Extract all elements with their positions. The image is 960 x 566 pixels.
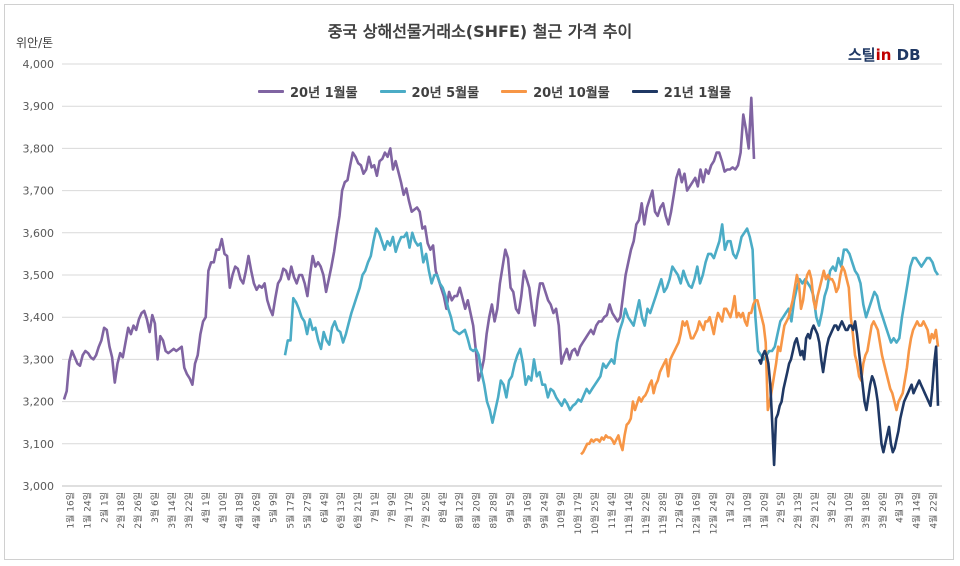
y-tick-label: 3,100 bbox=[23, 438, 55, 451]
y-tick-label: 3,700 bbox=[23, 185, 55, 198]
y-tick-label: 3,500 bbox=[23, 269, 55, 282]
x-tick-label: 2월 26일 bbox=[132, 492, 144, 529]
legend-swatch bbox=[379, 90, 406, 93]
x-tick-label: 2월 5일 bbox=[775, 492, 787, 523]
x-tick-label: 1월 10일 bbox=[741, 492, 753, 529]
x-tick-label: 3월 2일 bbox=[826, 492, 838, 523]
legend-item-jan21: 21년 1월물 bbox=[631, 82, 732, 101]
x-tick-label: 4월 14일 bbox=[911, 492, 923, 529]
x-tick-label: 10월 17일 bbox=[572, 492, 584, 534]
y-tick-label: 3,200 bbox=[23, 396, 55, 409]
x-tick-label: 8월 28일 bbox=[488, 492, 500, 529]
legend-label: 20년 5월물 bbox=[411, 86, 480, 101]
x-tick-label: 8월 20일 bbox=[471, 492, 483, 529]
y-tick-label: 3,300 bbox=[23, 353, 55, 366]
x-tick-label: 11월 22일 bbox=[640, 492, 652, 534]
x-tick-label: 7월 9일 bbox=[386, 492, 398, 523]
x-tick-label: 7월 25일 bbox=[420, 492, 432, 529]
x-tick-label: 2월 18일 bbox=[115, 492, 127, 529]
x-tick-label: 9월 24일 bbox=[538, 492, 550, 529]
x-tick-label: 1월 2일 bbox=[724, 492, 736, 523]
x-tick-label: 1월 16일 bbox=[64, 492, 76, 529]
x-tick-label: 4월 22일 bbox=[928, 492, 940, 529]
x-tick-label: 5월 17일 bbox=[284, 492, 296, 529]
x-tick-label: 11월 4일 bbox=[606, 492, 618, 529]
x-tick-label: 3월 14일 bbox=[166, 492, 178, 529]
y-axis-ticks: 3,000 3,100 3,200 3,300 3,400 3,500 3,600 3,700… bbox=[23, 58, 55, 493]
series-lines bbox=[62, 96, 940, 467]
legend-item-oct20: 20년 10월물 bbox=[501, 82, 610, 101]
x-tick-label: 3월 10일 bbox=[843, 492, 855, 529]
x-tick-label: 2월 1일 bbox=[98, 492, 110, 523]
chart-title: 중국 상해선물거래소(SHFE) 철근 가격 추이 bbox=[327, 22, 633, 41]
x-tick-label: 7월 17일 bbox=[403, 492, 415, 529]
y-tick-label: 4,000 bbox=[23, 58, 55, 71]
x-tick-label: 8월 4일 bbox=[437, 492, 449, 523]
x-tick-label: 2월 13일 bbox=[792, 492, 804, 529]
brand-logo-part1: 스틸 bbox=[848, 46, 876, 64]
x-tick-label: 6월 4일 bbox=[318, 492, 330, 523]
y-axis-unit-label: 위안/톤 bbox=[16, 36, 54, 50]
legend-label: 21년 1월물 bbox=[663, 86, 732, 101]
x-tick-label: 4월 3일 bbox=[894, 492, 906, 523]
legend-swatch bbox=[258, 90, 284, 93]
series-line-3 bbox=[580, 265, 940, 456]
x-tick-label: 5월 9일 bbox=[268, 492, 280, 523]
x-tick-label: 3월 22일 bbox=[183, 492, 195, 529]
x-tick-label: 3월 18일 bbox=[860, 492, 872, 529]
x-tick-label: 4월 10일 bbox=[217, 492, 229, 529]
brand-logo-part3: DB bbox=[891, 46, 921, 64]
x-tick-label: 9월 5일 bbox=[504, 492, 516, 523]
y-tick-label: 3,000 bbox=[23, 480, 55, 493]
x-tick-label: 1월 20일 bbox=[758, 492, 770, 529]
x-tick-label: 6월 21일 bbox=[352, 492, 364, 529]
x-axis-ticks: 1월 16일 1월 24일 2월 1일 2월 18일 2월 26일 3월 6일 3월 14일… bbox=[64, 492, 939, 534]
x-tick-label: 4월 1일 bbox=[200, 492, 212, 523]
chart-frame bbox=[4, 4, 954, 560]
x-tick-label: 12월 24일 bbox=[708, 492, 720, 534]
x-tick-label: 3월 26일 bbox=[877, 492, 889, 529]
x-tick-label: 9월 16일 bbox=[521, 492, 533, 529]
x-tick-label: 6월 13일 bbox=[335, 492, 347, 529]
y-tick-label: 3,900 bbox=[23, 100, 55, 113]
legend-swatch bbox=[631, 90, 658, 93]
x-tick-label: 7월 1일 bbox=[369, 492, 381, 523]
legend-label: 20년 10월물 bbox=[533, 86, 610, 101]
x-tick-label: 10월 9일 bbox=[555, 492, 567, 529]
x-tick-label: 12월 16일 bbox=[691, 492, 703, 534]
x-tick-label: 10월 25일 bbox=[589, 492, 601, 534]
legend-item-may20: 20년 5월물 bbox=[379, 82, 480, 101]
x-tick-label: 4월 18일 bbox=[234, 492, 246, 529]
chart-legend: 20년 1월물 20년 5월물 20년 10월물 21년 1월물 bbox=[258, 82, 731, 101]
brand-logo: 스틸in DB bbox=[848, 44, 921, 65]
x-tick-label: 8월 12일 bbox=[454, 492, 466, 529]
y-tick-label: 3,600 bbox=[23, 227, 55, 240]
x-tick-label: 12월 6일 bbox=[674, 492, 686, 529]
y-tick-label: 3,400 bbox=[23, 311, 55, 324]
series-line-4 bbox=[757, 320, 940, 467]
legend-label: 20년 1월물 bbox=[290, 86, 358, 101]
x-tick-label: 11월 14일 bbox=[623, 492, 635, 534]
x-tick-label: 11월 28일 bbox=[657, 492, 669, 534]
brand-logo-part2: in bbox=[875, 46, 892, 64]
legend-swatch bbox=[501, 90, 528, 93]
x-tick-label: 5월 27일 bbox=[301, 492, 313, 529]
series-line-1 bbox=[62, 96, 756, 400]
x-tick-label: 2월 21일 bbox=[809, 492, 821, 529]
x-tick-label: 3월 6일 bbox=[149, 492, 161, 523]
legend-item-jan20: 20년 1월물 bbox=[258, 82, 358, 101]
y-tick-label: 3,800 bbox=[23, 142, 55, 155]
x-tick-label: 1월 24일 bbox=[81, 492, 93, 529]
x-tick-label: 4월 26일 bbox=[251, 492, 263, 529]
